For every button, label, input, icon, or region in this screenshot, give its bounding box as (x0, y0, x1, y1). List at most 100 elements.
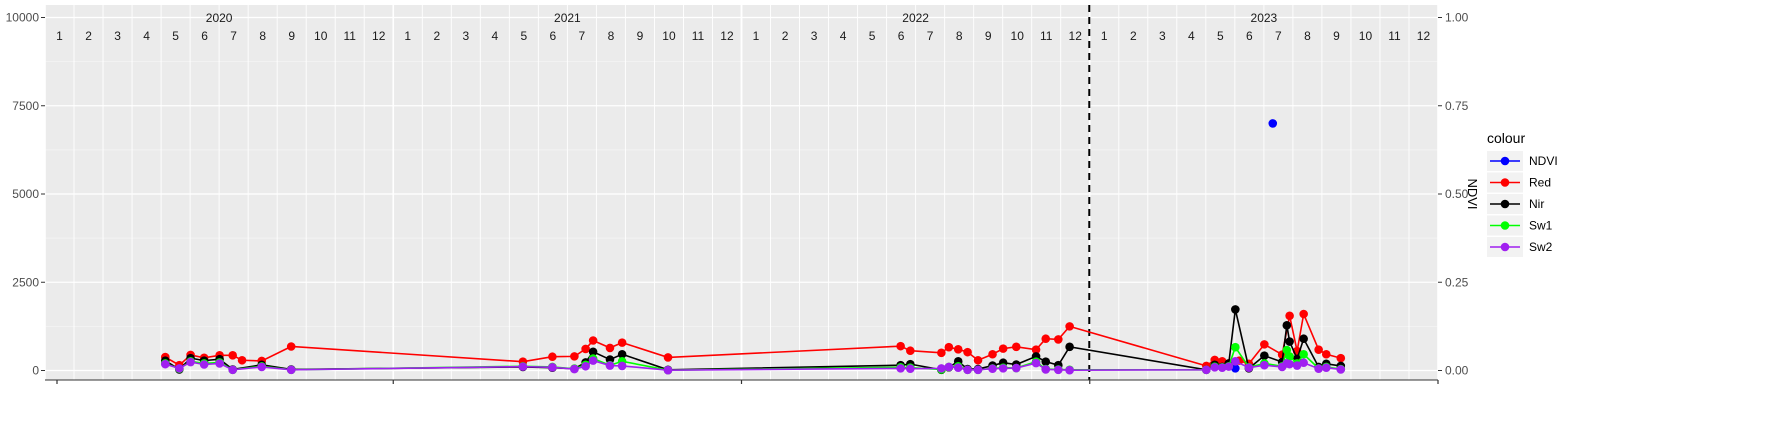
data-point-red (286, 342, 296, 351)
data-point-red (944, 342, 954, 352)
data-point-sw2 (663, 365, 673, 375)
data-point-nir (1231, 305, 1240, 314)
data-point-sw2 (1210, 363, 1220, 372)
month-strip-label: 6 (201, 29, 208, 43)
month-strip-label: 7 (230, 29, 237, 43)
data-point-sw2 (1202, 365, 1211, 375)
month-strip-label: 11 (1040, 29, 1053, 43)
month-strip-label: 12 (1417, 29, 1431, 43)
month-strip-label: 3 (1159, 29, 1166, 43)
data-point-red (1314, 345, 1323, 354)
year-strip-label: 2022 (902, 11, 929, 25)
month-strip-label: 5 (1217, 29, 1224, 43)
legend-key-point (1500, 242, 1510, 252)
month-strip-label: 1 (753, 29, 760, 43)
data-point-sw2 (953, 363, 963, 372)
month-strip-label: 2 (1130, 29, 1137, 43)
data-point-red (896, 341, 905, 351)
month-strip-label: 4 (1188, 29, 1195, 43)
month-strip-label: 1 (1101, 29, 1108, 43)
data-point-sw2 (588, 356, 598, 365)
year-strip-label: 2020 (206, 11, 233, 25)
data-point-sw2 (1336, 365, 1346, 374)
month-strip-label: 9 (1333, 29, 1340, 43)
data-point-sw2 (1244, 363, 1254, 372)
grid-lines (44, 5, 1439, 380)
month-strip-label: 3 (811, 29, 818, 43)
month-strip-label: 9 (985, 29, 992, 43)
series-ndvi (1231, 119, 1278, 373)
legend-label: Red (1529, 176, 1551, 190)
legend-item-red: Red (1487, 172, 1551, 193)
month-strip-label: 11 (692, 29, 705, 43)
data-point-sw1 (1231, 342, 1240, 352)
y2-axis-tick-label: 0.25 (1445, 275, 1469, 289)
data-point-red (937, 348, 946, 358)
month-strip-label: 10 (662, 29, 676, 43)
month-strip-label: 6 (898, 29, 905, 43)
y2-axis-title: NDVI (1465, 178, 1480, 209)
series-layer (160, 119, 1346, 375)
data-point-red (570, 352, 579, 361)
data-point-red (973, 355, 983, 365)
month-strip-label: 8 (956, 29, 963, 43)
month-strip-label: 2 (85, 29, 92, 43)
data-point-red (1011, 342, 1021, 352)
month-strip-label: 7 (1275, 29, 1282, 43)
data-point-sw2 (1260, 360, 1269, 370)
data-point-red (617, 338, 627, 347)
data-point-red (237, 355, 247, 365)
series-sw2 (160, 356, 1346, 375)
legend-key-point (1500, 199, 1510, 209)
data-point-sw2 (175, 364, 184, 373)
month-strip-label: 6 (1246, 29, 1253, 43)
data-point-red (548, 352, 557, 362)
month-strip-label: 3 (462, 29, 469, 43)
legend-title: colour (1487, 130, 1525, 146)
month-strip-label: 11 (343, 29, 356, 43)
month-strip-label: 6 (550, 29, 557, 43)
y2-axis-tick-label: 1.00 (1445, 11, 1469, 25)
month-strip-label: 2 (782, 29, 789, 43)
data-point-sw2 (215, 359, 224, 368)
data-point-sw2 (581, 361, 590, 371)
data-point-sw2 (160, 359, 170, 369)
data-point-sw2 (570, 364, 579, 374)
month-strip-label: 5 (869, 29, 876, 43)
data-point-red (588, 336, 598, 345)
data-point-sw2 (605, 361, 615, 370)
y-axis-tick-label: 0 (32, 364, 39, 378)
data-point-nir (1285, 337, 1294, 346)
month-strip-label: 12 (720, 29, 734, 43)
data-point-red (1031, 345, 1041, 354)
year-strip-label: 2023 (1251, 11, 1278, 25)
data-point-sw2 (963, 365, 972, 375)
data-point-red (228, 351, 237, 360)
y-axis-tick-label: 10000 (6, 11, 40, 25)
month-strip-label: 12 (372, 29, 386, 43)
month-strip-label: 10 (1359, 29, 1373, 43)
data-point-sw2 (998, 364, 1008, 373)
data-point-sw2 (1299, 358, 1308, 368)
month-strip-label: 1 (404, 29, 411, 43)
y2-axis-tick-label: 0.75 (1445, 99, 1469, 113)
data-point-red (581, 344, 590, 354)
y2-axis-tick-label: 0.50 (1445, 187, 1469, 201)
data-point-sw1 (1285, 352, 1294, 361)
y-axis-tick-label: 7500 (12, 99, 39, 113)
month-strip-label: 11 (1388, 29, 1401, 43)
data-point-red (998, 344, 1008, 353)
legend-label: NDVI (1529, 154, 1558, 168)
data-point-sw2 (257, 362, 267, 372)
legend-label: Sw1 (1529, 219, 1553, 233)
data-point-nir (1041, 357, 1051, 366)
data-point-sw2 (906, 364, 915, 374)
data-point-sw2 (1314, 364, 1323, 374)
month-strip-label: 7 (927, 29, 934, 43)
data-point-sw2 (1217, 363, 1227, 372)
month-strip-label: 5 (521, 29, 528, 43)
data-point-sw2 (228, 365, 237, 375)
data-point-sw2 (186, 357, 195, 367)
